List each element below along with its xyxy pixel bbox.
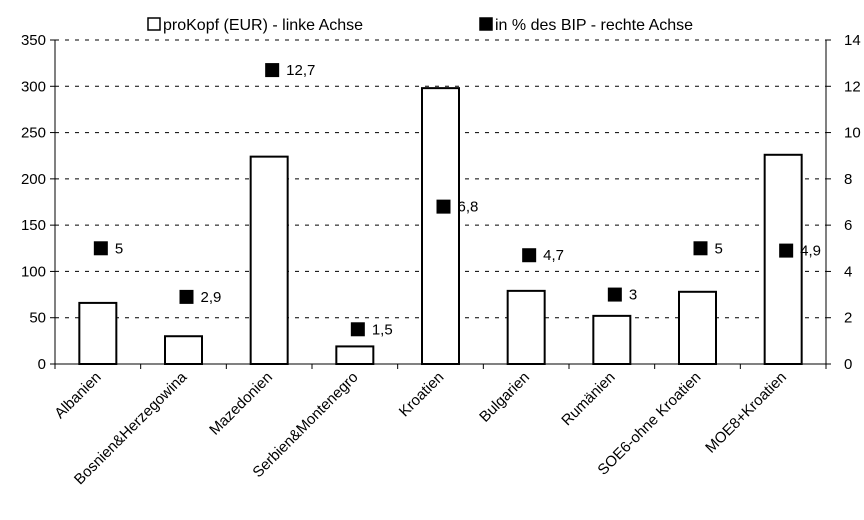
x-tick-label: Kroatien bbox=[396, 369, 448, 421]
data-label: 5 bbox=[715, 240, 723, 257]
left-tick-label: 50 bbox=[29, 310, 46, 327]
right-tick-label: 14 bbox=[844, 32, 861, 49]
data-label: 4,9 bbox=[800, 243, 821, 260]
legend-item-per-capita-label: proKopf (EUR) - linke Achse bbox=[163, 17, 363, 34]
right-tick-label: 0 bbox=[844, 356, 852, 373]
bar bbox=[763, 153, 803, 365]
bar bbox=[335, 345, 375, 366]
left-tick-label: 300 bbox=[21, 78, 46, 95]
right-tick-label: 6 bbox=[844, 217, 852, 234]
legend-item-gdp-share-swatch bbox=[479, 17, 493, 31]
bar bbox=[249, 155, 289, 365]
data-label: 1,5 bbox=[372, 321, 393, 338]
marker bbox=[350, 322, 365, 337]
data-label: 2,9 bbox=[201, 289, 222, 306]
marker bbox=[179, 289, 194, 304]
legend: proKopf (EUR) - linke Achse in % des BIP … bbox=[147, 17, 693, 34]
bar bbox=[678, 290, 717, 365]
right-tick-label: 2 bbox=[844, 310, 852, 327]
x-tick-label: Rumänien bbox=[558, 369, 618, 429]
legend-item-per-capita-swatch bbox=[147, 17, 161, 31]
marker bbox=[436, 199, 451, 214]
left-tick-label: 200 bbox=[21, 171, 46, 188]
left-tick-label: 0 bbox=[38, 356, 46, 373]
marker bbox=[265, 63, 280, 78]
bar bbox=[506, 289, 546, 365]
marker bbox=[522, 248, 537, 263]
left-tick-label: 350 bbox=[21, 32, 46, 49]
right-tick-label: 12 bbox=[844, 78, 861, 95]
marker bbox=[693, 241, 708, 256]
right-tick-label: 8 bbox=[844, 171, 852, 188]
left-tick-label: 150 bbox=[21, 217, 46, 234]
left-tick-label: 250 bbox=[21, 125, 46, 142]
marker-series-gdp-share: 5 2,9 12,7 1,5 6,8 4,7 3 5 4,9 bbox=[93, 62, 821, 338]
marker bbox=[93, 241, 108, 256]
bar bbox=[164, 335, 203, 366]
right-tick-label: 10 bbox=[844, 125, 861, 142]
data-label: 4,7 bbox=[543, 247, 564, 264]
x-tick-label: MOE8+Kroatien bbox=[702, 369, 790, 457]
bar bbox=[421, 87, 460, 365]
data-label: 3 bbox=[629, 287, 637, 304]
marker bbox=[779, 243, 794, 258]
right-tick-label: 4 bbox=[844, 263, 852, 280]
legend-item-gdp-share-label: in % des BIP - rechte Achse bbox=[495, 17, 693, 34]
bar bbox=[78, 301, 118, 366]
bar-series-per-capita bbox=[78, 87, 803, 366]
x-tick-label: Bulgarien bbox=[476, 369, 533, 426]
x-tick-label: Albanien bbox=[51, 369, 104, 422]
marker bbox=[607, 287, 622, 302]
bar bbox=[592, 314, 632, 365]
left-tick-label: 100 bbox=[21, 263, 46, 280]
data-label: 5 bbox=[115, 240, 123, 257]
x-tick-label: Mazedonien bbox=[206, 369, 276, 439]
data-label: 12,7 bbox=[286, 62, 315, 79]
data-label: 6,8 bbox=[458, 199, 479, 216]
